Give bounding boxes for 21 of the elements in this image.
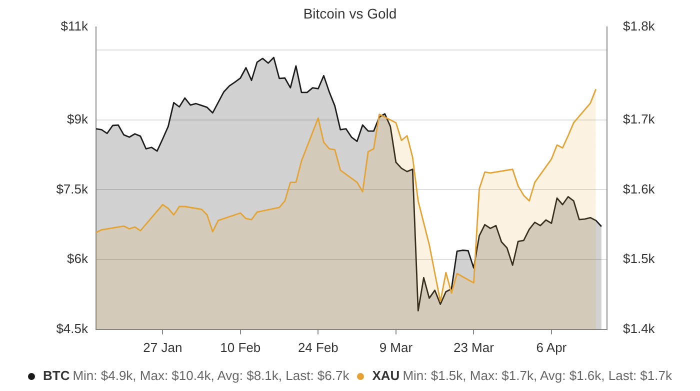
y2-tick-label: $1.7k <box>623 111 656 126</box>
legend-label: XAU <box>372 368 400 383</box>
y-tick-label: $11k <box>60 18 88 34</box>
x-tick-label: 9 Mar <box>379 340 414 355</box>
x-tick-label: 6 Apr <box>536 340 568 355</box>
y2-tick-label: $1.6k <box>623 181 656 196</box>
x-tick-label: 10 Feb <box>220 340 261 355</box>
y-tick-label: $6k <box>67 251 88 266</box>
x-tick-label: 27 Jan <box>143 340 182 355</box>
y2-tick-label: $1.8k <box>623 18 656 34</box>
text: Min: $1.5k, Max: $1.7k, Avg: $1.6k, Last: $1.7k <box>402 368 672 383</box>
y-tick-label: $4.5k <box>56 320 88 336</box>
y-tick-label: $9k <box>67 111 88 126</box>
y2-tick-label: $1.4k <box>623 320 656 336</box>
chart-title: Bitcoin vs Gold <box>303 5 397 22</box>
legend-label: BTC <box>42 368 70 383</box>
y-tick-label: $7.5k <box>56 181 88 196</box>
y2-tick-label: $1.5k <box>623 251 656 266</box>
x-tick-label: 24 Feb <box>298 340 338 355</box>
x-tick-label: 23 Mar <box>453 340 495 355</box>
text: Min: $4.9k, Max: $10.4k, Avg: $8.1k, Last: $6.7k <box>72 368 350 383</box>
